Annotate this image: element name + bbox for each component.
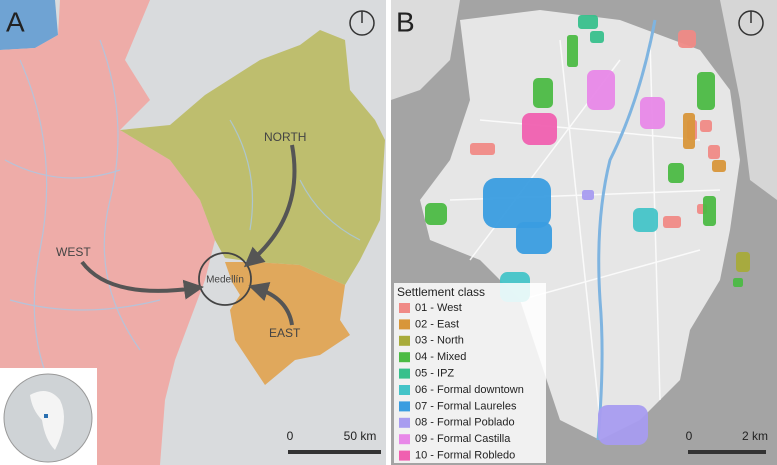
settlement-patch bbox=[678, 30, 696, 48]
annotation: WEST bbox=[56, 245, 91, 259]
settlement-patch bbox=[590, 31, 604, 43]
settlement-patch bbox=[640, 97, 665, 129]
settlement-patch bbox=[700, 120, 712, 132]
settlement-patch bbox=[668, 163, 684, 183]
legend-label: 08 - Formal Poblado bbox=[415, 417, 515, 429]
panel-label: A bbox=[6, 6, 25, 37]
legend-swatch bbox=[399, 352, 410, 363]
settlement-patch bbox=[533, 78, 553, 108]
legend-label: 10 - Formal Robledo bbox=[415, 450, 515, 462]
panel-a-map bbox=[0, 0, 386, 465]
legend-label: 01 - West bbox=[415, 302, 462, 314]
legend-swatch bbox=[399, 335, 410, 346]
legend-label: 06 - Formal downtown bbox=[415, 384, 524, 396]
settlement-patch bbox=[425, 203, 447, 225]
annotation: Medellín bbox=[206, 275, 244, 286]
settlement-patch bbox=[587, 70, 615, 110]
panel-b-map bbox=[391, 0, 777, 465]
legend-label: 05 - IPZ bbox=[415, 368, 454, 380]
settlement-patch bbox=[697, 72, 715, 110]
settlement-patch bbox=[567, 35, 578, 67]
settlement-patch bbox=[703, 196, 716, 226]
settlement-patch bbox=[483, 178, 551, 228]
legend-label: 02 - East bbox=[415, 318, 459, 330]
scale-label: 0 bbox=[287, 429, 294, 443]
legend-swatch bbox=[399, 368, 410, 379]
settlement-patch bbox=[733, 278, 743, 287]
settlement-patch bbox=[708, 145, 720, 159]
legend-label: 03 - North bbox=[415, 335, 464, 347]
legend-swatch bbox=[399, 401, 410, 412]
legend-swatch bbox=[399, 319, 410, 330]
settlement-patch bbox=[712, 160, 726, 172]
settlement-patch bbox=[522, 113, 557, 145]
settlement-patch bbox=[663, 216, 681, 228]
legend-label: 09 - Formal Castilla bbox=[415, 433, 511, 445]
legend-label: 07 - Formal Laureles bbox=[415, 400, 517, 412]
panel-label: B bbox=[396, 6, 415, 37]
scale-label: 50 km bbox=[344, 429, 377, 443]
annotation: NORTH bbox=[264, 130, 306, 144]
legend-title: Settlement class bbox=[397, 285, 485, 299]
annotation: EAST bbox=[269, 326, 301, 340]
settlement-patch bbox=[683, 113, 695, 149]
settlement-patch bbox=[736, 252, 750, 272]
settlement-patch bbox=[578, 15, 598, 29]
scale-label: 0 bbox=[686, 429, 693, 443]
settlement-patch bbox=[598, 405, 648, 445]
legend-swatch bbox=[399, 385, 410, 395]
scale-label: 2 km bbox=[742, 429, 768, 443]
settlement-patch bbox=[582, 190, 594, 200]
settlement-patch bbox=[470, 143, 495, 155]
legend-swatch bbox=[399, 434, 410, 445]
legend: 01 - West 02 - East 03 - North 04 - Mixed 05… bbox=[399, 302, 524, 462]
legend-swatch bbox=[399, 303, 410, 313]
legend-swatch bbox=[399, 417, 410, 428]
settlement-patch bbox=[633, 208, 658, 232]
legend-swatch bbox=[399, 450, 410, 461]
settlement-patch bbox=[516, 222, 552, 254]
legend-label: 04 - Mixed bbox=[415, 351, 466, 363]
